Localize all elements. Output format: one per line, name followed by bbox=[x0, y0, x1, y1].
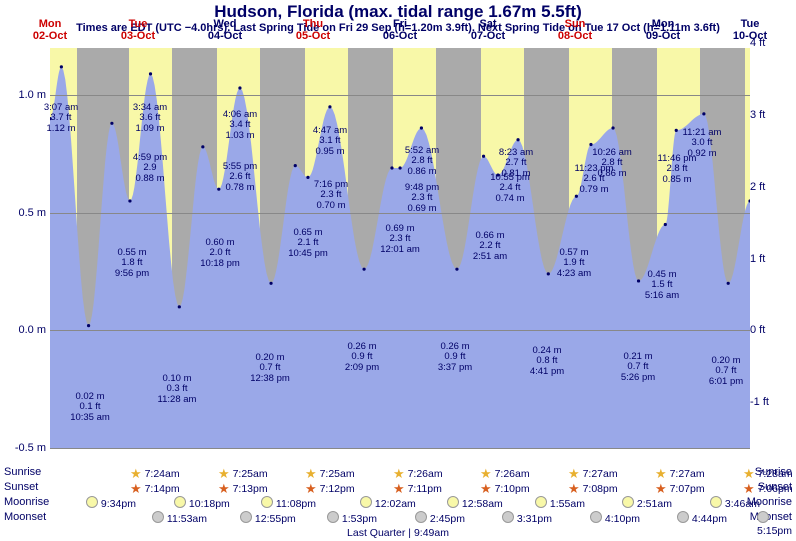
tide-annotation: 5:55 pm2.6 ft0.78 m bbox=[223, 162, 257, 193]
footer-time: 12:55pm bbox=[240, 511, 296, 525]
tide-annotation: 11:21 am3.0 ft0.92 m bbox=[683, 128, 722, 159]
tide-annotation: 0.66 m2.2 ft2:51 am bbox=[473, 231, 507, 262]
gridline bbox=[50, 213, 750, 214]
y-tick-right: 1 ft bbox=[750, 253, 765, 265]
footer-label-left: Moonrise bbox=[4, 496, 49, 508]
footer-label-left: Moonset bbox=[4, 511, 46, 523]
footer-row-moonrise: MoonriseMoonrise 9:34pm 10:18pm 11:08pm … bbox=[0, 496, 796, 511]
footer-time: ★ 7:12pm bbox=[305, 481, 355, 497]
footer-time: ★ 7:11pm bbox=[393, 481, 442, 497]
footer-time: 4:10pm bbox=[590, 511, 640, 525]
tide-annotation: 4:47 am3.1 ft0.95 m bbox=[313, 126, 347, 157]
footer-time: ★ 7:28am bbox=[743, 466, 793, 482]
footer-row-sunset: SunsetSunset★ 7:14pm★ 7:13pm★ 7:12pm★ 7:… bbox=[0, 481, 796, 496]
footer-time: ★ 7:14pm bbox=[130, 481, 180, 497]
y-tick-right: 2 ft bbox=[750, 181, 765, 193]
tide-annotation: 0.69 m2.3 ft12:01 am bbox=[380, 224, 420, 255]
tide-annotation: 0.60 m2.0 ft10:18 pm bbox=[200, 238, 240, 269]
day-label: Mon09-Oct bbox=[646, 18, 680, 42]
footer-row-sunrise: SunriseSunrise★ 7:24am★ 7:25am★ 7:25am★ … bbox=[0, 466, 796, 481]
footer-time: 2:45pm bbox=[415, 511, 465, 525]
y-tick-right: 3 ft bbox=[750, 109, 765, 121]
footer-time: 5:15pm bbox=[757, 511, 796, 537]
tide-annotation: 0.24 m0.8 ft4:41 pm bbox=[530, 346, 564, 377]
footer-time: ★ 7:26am bbox=[393, 466, 443, 482]
footer-label-left: Sunrise bbox=[4, 466, 41, 478]
tide-annotation: 0.26 m0.9 ft2:09 pm bbox=[345, 342, 379, 373]
tide-annotation: 0.65 m2.1 ft10:45 pm bbox=[288, 228, 328, 259]
tide-annotation: 0.10 m0.3 ft11:28 am bbox=[158, 374, 197, 405]
tide-annotation: 8:23 am2.7 ft0.81 m bbox=[499, 148, 533, 179]
footer-time: 3:31pm bbox=[502, 511, 552, 525]
y-axis-right: -1 ft0 ft1 ft2 ft3 ft4 ft bbox=[748, 48, 796, 448]
footer-time: ★ 7:10pm bbox=[480, 481, 530, 497]
footer-time: ★ 7:25am bbox=[218, 466, 268, 482]
footer-row-moonset: MoonsetMoonset 11:53am 12:55pm 1:53pm 2:… bbox=[0, 511, 796, 526]
last-quarter-label: Last Quarter | 9:49am bbox=[0, 526, 796, 539]
day-label: Fri06-Oct bbox=[383, 18, 417, 42]
footer-time: 1:55am bbox=[535, 496, 585, 510]
footer-time: 3:46am bbox=[710, 496, 760, 510]
tide-annotation: 0.45 m1.5 ft5:16 am bbox=[645, 270, 679, 301]
tide-annotation: 0.20 m0.7 ft6:01 pm bbox=[709, 356, 743, 387]
tide-annotation: 0.20 m0.7 ft12:38 pm bbox=[250, 353, 290, 384]
tide-annotation: 3:34 am3.6 ft1.09 m bbox=[133, 103, 167, 134]
footer-time: 2:51am bbox=[622, 496, 672, 510]
footer-time: 12:02am bbox=[360, 496, 416, 510]
y-axis-left: -0.5 m0.0 m0.5 m1.0 m bbox=[0, 48, 48, 448]
day-label: Thu05-Oct bbox=[296, 18, 330, 42]
day-label: Sun08-Oct bbox=[558, 18, 592, 42]
y-tick-right: -1 ft bbox=[750, 396, 769, 408]
day-label: Tue03-Oct bbox=[121, 18, 155, 42]
footer-time: ★ 7:24am bbox=[130, 466, 180, 482]
tide-annotation: 10:26 am2.8 ft0.86 m bbox=[592, 148, 632, 179]
footer-time: 12:58am bbox=[447, 496, 503, 510]
gridline bbox=[50, 330, 750, 331]
tide-annotation: 4:06 am3.4 ft1.03 m bbox=[223, 110, 257, 141]
tide-annotation: 0.26 m0.9 ft3:37 pm bbox=[438, 342, 472, 373]
tide-annotation: 7:16 pm2.3 ft0.70 m bbox=[314, 180, 348, 211]
tide-annotation: 5:52 am2.8 ft0.86 m bbox=[405, 146, 439, 177]
gridline bbox=[50, 95, 750, 96]
gridline bbox=[50, 448, 750, 449]
footer-time: 4:44pm bbox=[677, 511, 727, 525]
tide-chart: 3:07 am3.7 ft1.12 m4:59 pm2.90.88 m3:34 … bbox=[50, 48, 750, 448]
footer-time: 11:08pm bbox=[261, 496, 316, 510]
tide-annotation: 0.55 m1.8 ft9:56 pm bbox=[115, 248, 149, 279]
tide-annotation: 0.57 m1.9 ft4:23 am bbox=[557, 248, 591, 279]
y-tick-left: 1.0 m bbox=[18, 89, 46, 101]
y-tick-left: 0.5 m bbox=[18, 207, 46, 219]
tide-annotation: 9:48 pm2.3 ft0.69 m bbox=[405, 183, 439, 214]
footer-time: ★ 7:25am bbox=[305, 466, 355, 482]
day-label: Sat07-Oct bbox=[471, 18, 505, 42]
tide-annotation: 3:07 am3.7 ft1.12 m bbox=[44, 103, 78, 134]
footer-time: ★ 7:27am bbox=[655, 466, 705, 482]
tide-annotation: 0.21 m0.7 ft5:26 pm bbox=[621, 352, 655, 383]
tide-annotation: 4:59 pm2.90.88 m bbox=[133, 153, 167, 184]
day-label: Tue10-Oct bbox=[733, 18, 767, 42]
footer-time: ★ 7:06pm bbox=[743, 481, 793, 497]
footer-time: ★ 7:26am bbox=[480, 466, 530, 482]
footer-time: ★ 7:08pm bbox=[568, 481, 618, 497]
chart-footer: SunriseSunrise★ 7:24am★ 7:25am★ 7:25am★ … bbox=[0, 466, 796, 539]
day-label: Mon02-Oct bbox=[33, 18, 67, 42]
footer-label-left: Sunset bbox=[4, 481, 38, 493]
footer-time: 1:53pm bbox=[327, 511, 377, 525]
y-tick-left: 0.0 m bbox=[18, 324, 46, 336]
day-label: Wed04-Oct bbox=[208, 18, 242, 42]
y-tick-right: 0 ft bbox=[750, 324, 765, 336]
footer-time: 9:34pm bbox=[86, 496, 136, 510]
footer-time: ★ 7:27am bbox=[568, 466, 618, 482]
footer-time: 11:53am bbox=[152, 511, 207, 525]
footer-time: ★ 7:13pm bbox=[218, 481, 268, 497]
tide-annotation: 0.02 m0.1 ft10:35 am bbox=[70, 392, 110, 423]
footer-time: ★ 7:07pm bbox=[655, 481, 705, 497]
footer-time: 10:18pm bbox=[174, 496, 230, 510]
y-tick-left: -0.5 m bbox=[15, 442, 46, 454]
